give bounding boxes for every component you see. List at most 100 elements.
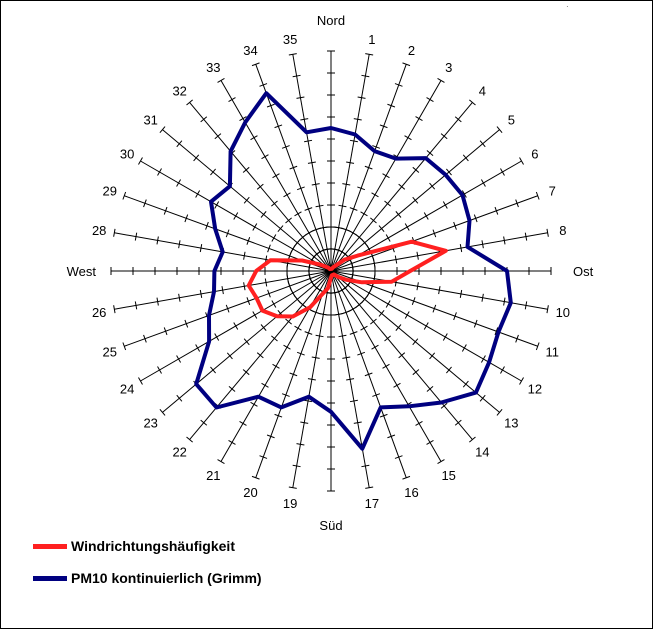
tick-6-9	[500, 168, 505, 176]
spoke-label-21: 21	[206, 468, 220, 483]
tick-20-6	[281, 393, 290, 397]
tick-33-7	[250, 135, 258, 141]
tick-30-9	[157, 168, 162, 176]
spoke-label-17: 17	[365, 496, 379, 511]
tick-31-9	[176, 140, 183, 148]
tick-29-6	[205, 221, 209, 230]
tick-1-10	[365, 53, 374, 56]
tick-2-4	[357, 186, 366, 191]
tick-15-8	[415, 420, 423, 426]
spoke-label-11: 11	[545, 345, 559, 360]
tick-26-2	[286, 274, 289, 283]
tick-34-10	[251, 62, 260, 67]
tick-30-3	[271, 234, 277, 242]
tick-13-2	[361, 295, 368, 303]
legend-label-wind: Windrichtungshäufigkeit	[71, 538, 235, 554]
tick-3-7	[404, 135, 412, 141]
tick-8-7	[481, 240, 484, 249]
tick-5-2	[361, 239, 368, 247]
tick-2-6	[372, 145, 381, 149]
tick-20-2	[312, 310, 320, 315]
tick-3-8	[415, 116, 423, 122]
spoke-label-10: 10	[556, 305, 570, 320]
tick-35-4	[311, 183, 320, 186]
spoke-label-14: 14	[475, 444, 489, 459]
tick-1-5	[346, 161, 355, 164]
tick-20-4	[296, 351, 305, 356]
tick-26-10	[113, 305, 116, 314]
tick-14-5	[398, 352, 406, 359]
tick-1-3	[338, 204, 347, 208]
tick-26-9	[134, 301, 138, 310]
tick-24-3	[271, 300, 277, 308]
tick-4-2	[355, 234, 363, 241]
tick-17-9	[361, 464, 370, 468]
tick-17-10	[365, 486, 374, 489]
tick-11-10	[535, 342, 540, 351]
tick-23-2	[294, 295, 301, 303]
tick-24-2	[290, 289, 296, 297]
tick-14-8	[440, 402, 448, 409]
tick-35-2	[319, 226, 328, 229]
direction-label-east: Ost	[573, 264, 594, 279]
tick-4-6	[412, 166, 420, 173]
tick-24-8	[176, 355, 182, 363]
tick-13-6	[429, 352, 436, 360]
tick-30-4	[252, 223, 258, 231]
tick-20-9	[259, 455, 268, 459]
corner-mark: ·	[566, 2, 569, 11]
tick-21-7	[250, 401, 258, 407]
tick-1-7	[353, 118, 362, 121]
tick-17-4	[342, 356, 351, 359]
tick-5-3	[378, 225, 385, 232]
tick-12-9	[500, 366, 505, 374]
tick-3-5	[382, 173, 390, 179]
tick-10-6	[459, 289, 463, 298]
tick-5-4	[395, 211, 402, 218]
spoke-label-32: 32	[172, 84, 186, 99]
tick-20-7	[274, 413, 283, 418]
tick-12-7	[461, 344, 467, 352]
tick-24-4	[252, 311, 258, 319]
tick-11-4	[411, 297, 416, 306]
tick-25-9	[143, 334, 147, 343]
tick-4-8	[440, 133, 448, 140]
series-wind-frequency	[246, 239, 448, 319]
tick-13-10	[496, 409, 503, 416]
spoke-label-33: 33	[206, 60, 220, 75]
tick-22-2	[299, 301, 307, 308]
tick-35-1	[323, 248, 332, 251]
tick-2-3	[349, 207, 358, 211]
tick-7-5	[432, 229, 437, 238]
tick-4-4	[384, 200, 391, 207]
tick-11-5	[432, 304, 437, 313]
tick-34-9	[259, 83, 268, 87]
tick-8-3	[394, 255, 398, 264]
tick-16-7	[379, 413, 388, 418]
tick-34-4	[296, 186, 305, 191]
tick-1-8	[357, 96, 366, 99]
tick-15-6	[393, 382, 401, 388]
tick-22-5	[256, 352, 264, 359]
spoke-label-24: 24	[120, 382, 134, 397]
tick-20-5	[289, 372, 298, 377]
tick-13-4	[395, 324, 402, 331]
tick-33-2	[305, 230, 313, 236]
tick-32-4	[271, 200, 278, 207]
tick-22-10	[186, 436, 193, 443]
tick-1-9	[361, 74, 370, 78]
tick-15-2	[349, 306, 357, 312]
tick-16-6	[372, 393, 381, 397]
tick-7-7	[473, 214, 478, 223]
tick-6-8	[480, 179, 486, 187]
tick-30-10	[138, 157, 143, 165]
tick-13-8	[462, 380, 469, 388]
tick-32-2	[299, 234, 307, 241]
tick-33-3	[294, 211, 302, 217]
tick-29-10	[122, 191, 127, 200]
tick-31-8	[193, 154, 200, 162]
tick-1-2	[334, 226, 343, 229]
tick-10-10	[546, 305, 549, 314]
tick-10-4	[416, 282, 419, 291]
